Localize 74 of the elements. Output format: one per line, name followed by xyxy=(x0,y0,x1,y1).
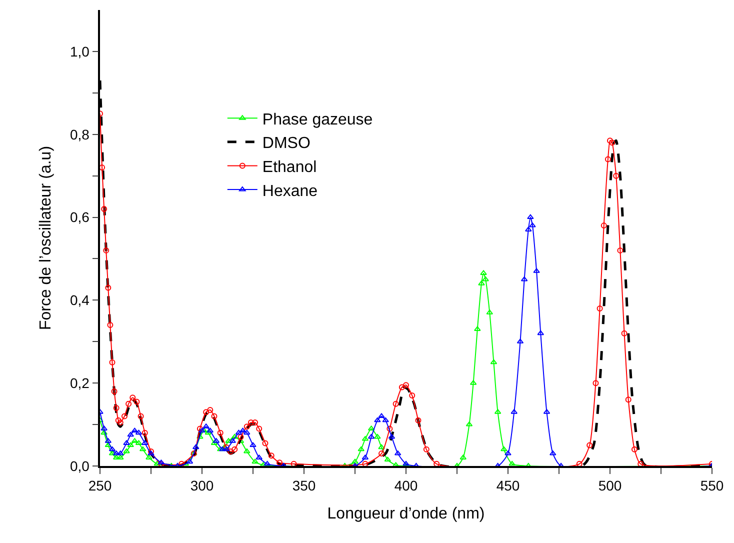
point xyxy=(384,456,392,462)
point xyxy=(117,454,124,460)
point xyxy=(378,444,385,450)
x-axis-title: Longueur d’onde (nm) xyxy=(327,506,485,523)
point xyxy=(225,438,232,443)
point xyxy=(474,326,481,331)
point xyxy=(480,270,487,275)
point xyxy=(146,454,152,460)
y-tick-label: 0,4 xyxy=(70,292,90,308)
x-tick-label: 300 xyxy=(190,478,214,494)
point xyxy=(378,413,385,418)
point xyxy=(196,434,204,439)
point xyxy=(154,460,161,466)
point xyxy=(127,432,134,437)
x-tick-label: 400 xyxy=(394,478,418,494)
point xyxy=(192,444,200,450)
point xyxy=(500,446,508,452)
point xyxy=(239,428,246,433)
y-tick-label: 1,0 xyxy=(70,43,90,60)
point xyxy=(252,458,258,464)
point xyxy=(139,446,146,452)
legend-label: Ethanol xyxy=(262,158,317,176)
x-tick-label: 250 xyxy=(88,478,112,494)
point xyxy=(206,428,214,433)
x-tick-label: 450 xyxy=(496,478,520,494)
point xyxy=(235,430,242,435)
point xyxy=(374,434,381,439)
point xyxy=(264,460,271,466)
point xyxy=(529,222,536,228)
point xyxy=(533,268,540,273)
x-tick-label: 350 xyxy=(292,478,316,494)
point xyxy=(525,226,532,232)
point xyxy=(100,426,108,430)
point xyxy=(204,430,212,435)
y-tick-label: 0,2 xyxy=(70,374,90,391)
point xyxy=(382,417,389,422)
legend-label: Hexane xyxy=(262,182,318,200)
point xyxy=(104,442,112,448)
point xyxy=(490,359,498,364)
point xyxy=(127,442,134,448)
point xyxy=(202,424,210,428)
point xyxy=(229,438,236,443)
point xyxy=(374,417,381,422)
point xyxy=(537,330,544,336)
point xyxy=(504,450,512,456)
point xyxy=(186,458,194,464)
point xyxy=(352,458,358,464)
x-tick-label: 550 xyxy=(700,478,724,494)
point xyxy=(123,448,130,454)
point xyxy=(250,442,256,448)
point xyxy=(527,214,534,220)
point xyxy=(368,434,375,439)
point xyxy=(482,276,489,282)
point xyxy=(108,446,116,452)
legend-label: Phase gazeuse xyxy=(262,111,373,128)
x-tick-label: 500 xyxy=(598,478,622,494)
point xyxy=(243,448,250,454)
point xyxy=(478,280,485,286)
point xyxy=(117,450,124,456)
y-tick-label: 0,0 xyxy=(70,458,90,474)
point xyxy=(388,434,396,439)
point xyxy=(243,430,250,435)
y-tick-label: 0,6 xyxy=(70,209,90,226)
point xyxy=(358,446,365,452)
point xyxy=(123,440,130,445)
point xyxy=(131,428,138,433)
point xyxy=(231,434,238,439)
point xyxy=(100,430,108,435)
point xyxy=(520,276,528,282)
y-tick-label: 0,8 xyxy=(70,126,90,142)
legend-label: DMSO xyxy=(262,135,310,152)
point xyxy=(135,430,142,435)
point xyxy=(508,460,516,466)
y-axis-title: Force de l’oscillateur (a.u) xyxy=(37,146,54,330)
